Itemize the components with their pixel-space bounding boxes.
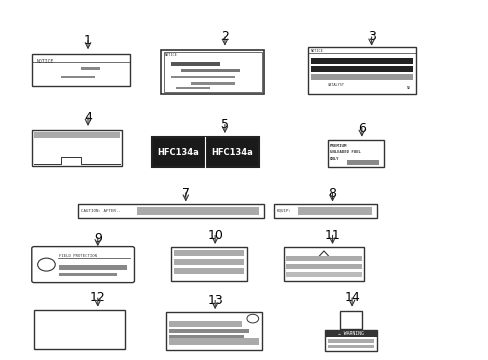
Bar <box>151 137 259 167</box>
Text: 10: 10 <box>207 229 223 242</box>
Bar <box>325 330 376 351</box>
Text: ⚠ WARNING: ⚠ WARNING <box>337 331 363 336</box>
Bar <box>168 329 249 333</box>
Bar <box>163 52 261 92</box>
Text: N2: N2 <box>406 86 410 90</box>
Bar <box>310 74 412 80</box>
Text: 11: 11 <box>324 229 340 242</box>
Bar <box>59 273 117 276</box>
Bar <box>78 204 264 218</box>
Bar <box>327 345 373 348</box>
Text: NOTICE: NOTICE <box>37 59 54 64</box>
Bar <box>310 66 412 72</box>
Bar <box>173 250 244 256</box>
Bar <box>325 330 376 337</box>
Bar <box>161 50 264 94</box>
Bar <box>310 58 412 64</box>
Text: 14: 14 <box>344 291 359 304</box>
Bar <box>285 272 361 277</box>
Bar <box>181 69 239 72</box>
Text: 13: 13 <box>207 294 223 307</box>
Bar <box>166 312 261 350</box>
Text: UNLEADED FUEL: UNLEADED FUEL <box>329 150 360 154</box>
Bar <box>34 132 120 138</box>
Bar <box>173 259 244 265</box>
Text: 5: 5 <box>221 118 228 131</box>
Text: CATALYST: CATALYST <box>327 83 344 87</box>
Bar <box>327 140 383 167</box>
Text: FIELD PROTECTION: FIELD PROTECTION <box>59 254 97 258</box>
Bar <box>283 247 364 281</box>
Bar <box>190 82 234 85</box>
Bar <box>168 321 242 327</box>
Bar <box>171 76 234 78</box>
Text: HFC134a: HFC134a <box>157 148 199 157</box>
Text: 7: 7 <box>182 187 189 200</box>
Bar <box>173 268 244 274</box>
Text: EQUIP:: EQUIP: <box>276 209 291 213</box>
Text: NOTICE: NOTICE <box>164 53 177 57</box>
Bar <box>168 338 259 345</box>
Text: PREMIUM: PREMIUM <box>329 144 347 148</box>
Text: 8: 8 <box>328 187 336 200</box>
Text: 2: 2 <box>221 30 228 43</box>
Bar <box>59 265 127 270</box>
Text: 4: 4 <box>84 111 92 124</box>
Bar <box>176 87 210 89</box>
Text: CAUTION: AFTER..: CAUTION: AFTER.. <box>81 209 121 213</box>
Bar <box>339 311 361 329</box>
Bar <box>273 204 376 218</box>
Text: HFC134a: HFC134a <box>211 148 253 157</box>
Text: ONLY: ONLY <box>329 157 339 161</box>
Text: 12: 12 <box>90 291 105 304</box>
Bar <box>307 47 415 94</box>
Text: 3: 3 <box>367 30 375 43</box>
Bar <box>137 207 259 215</box>
Text: 1: 1 <box>84 34 92 47</box>
Bar <box>168 335 244 339</box>
Bar <box>32 130 122 166</box>
Bar <box>346 160 378 165</box>
Bar <box>298 207 371 215</box>
Text: 9: 9 <box>94 232 102 245</box>
Bar <box>171 62 220 66</box>
Bar <box>61 76 95 78</box>
Text: 6: 6 <box>357 122 365 135</box>
Bar <box>285 264 361 269</box>
Text: NOTICE: NOTICE <box>310 49 323 53</box>
Bar <box>285 256 361 261</box>
Bar <box>327 339 373 343</box>
Bar <box>34 310 124 349</box>
Bar <box>32 54 129 86</box>
Bar <box>81 67 100 70</box>
Bar <box>171 247 246 281</box>
